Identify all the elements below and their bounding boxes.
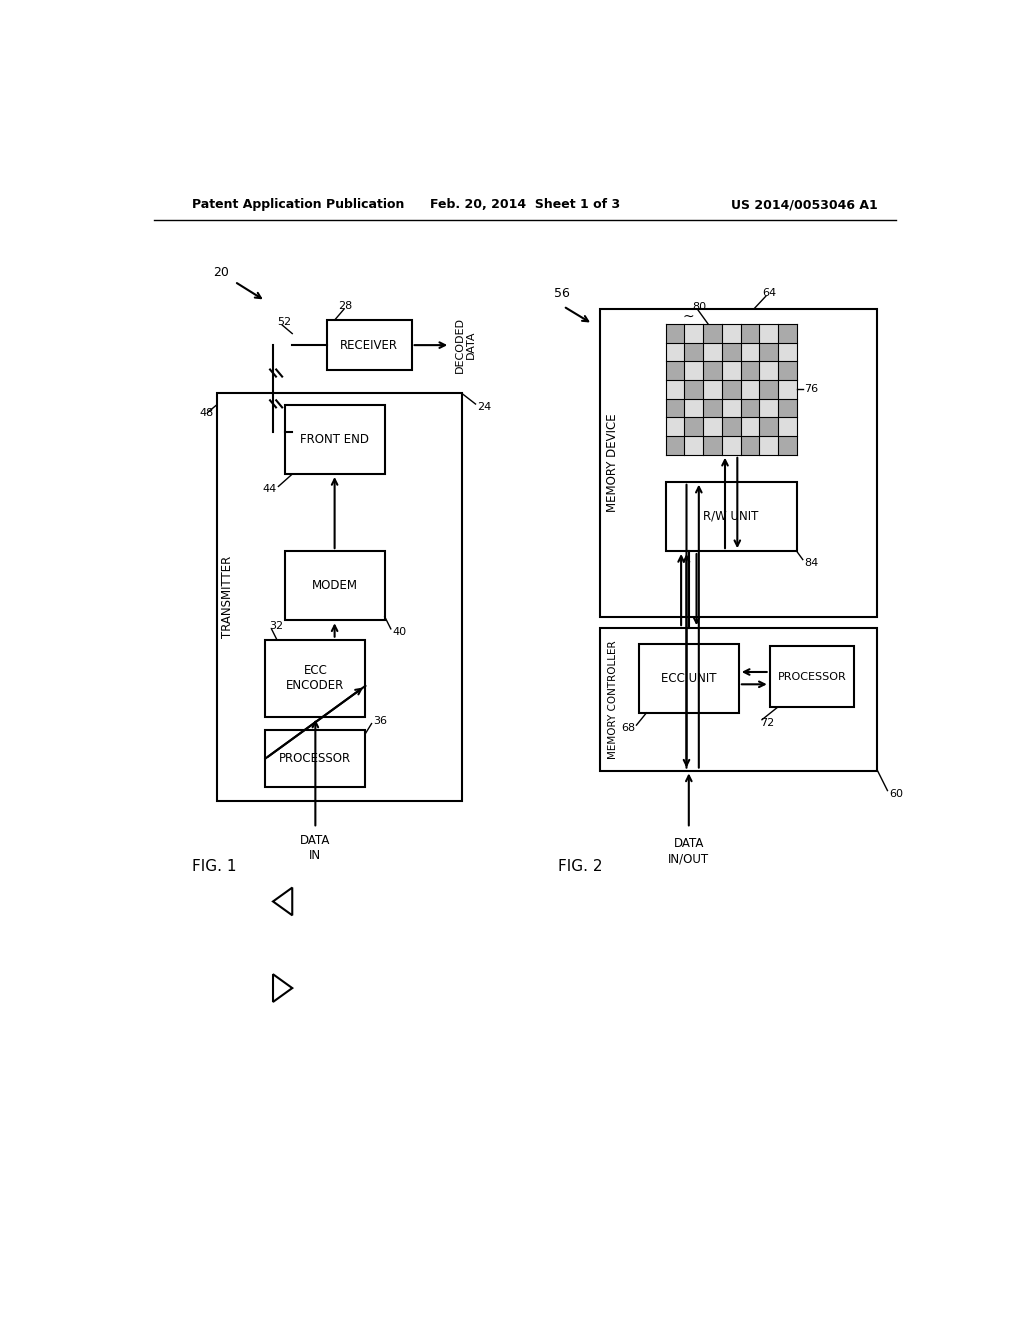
Text: 28: 28 — [339, 301, 352, 312]
Bar — [722, 323, 740, 343]
Text: R/W UNIT: R/W UNIT — [703, 510, 759, 523]
Bar — [722, 417, 740, 436]
Bar — [778, 323, 797, 343]
Text: ECC UNIT: ECC UNIT — [662, 672, 717, 685]
Bar — [666, 323, 684, 343]
Bar — [722, 362, 740, 380]
Bar — [285, 552, 385, 620]
Bar — [217, 393, 462, 801]
Bar — [778, 399, 797, 417]
Bar — [740, 417, 759, 436]
Text: 52: 52 — [276, 317, 291, 327]
Text: PROCESSOR: PROCESSOR — [777, 672, 847, 681]
Bar — [740, 343, 759, 362]
Bar — [265, 640, 366, 717]
Bar — [703, 362, 722, 380]
Bar — [666, 417, 684, 436]
Text: FRONT END: FRONT END — [300, 433, 369, 446]
Bar — [639, 644, 739, 713]
Bar — [684, 436, 703, 455]
Bar — [778, 417, 797, 436]
Text: RECEIVER: RECEIVER — [340, 339, 398, 351]
Bar — [666, 399, 684, 417]
Text: 84: 84 — [804, 557, 818, 568]
Text: 48: 48 — [200, 408, 214, 417]
Bar — [759, 343, 778, 362]
Bar — [703, 343, 722, 362]
Text: DATA
IN/OUT: DATA IN/OUT — [669, 837, 710, 866]
Bar — [684, 417, 703, 436]
Bar — [759, 380, 778, 399]
Bar — [684, 362, 703, 380]
Bar — [285, 405, 385, 474]
Text: US 2014/0053046 A1: US 2014/0053046 A1 — [731, 198, 878, 211]
Bar — [759, 323, 778, 343]
Text: 40: 40 — [392, 627, 407, 638]
Bar — [722, 343, 740, 362]
Text: ECC
ENCODER: ECC ENCODER — [287, 664, 344, 692]
Bar — [666, 362, 684, 380]
Bar — [703, 399, 722, 417]
Bar — [722, 380, 740, 399]
Text: MODEM: MODEM — [311, 579, 357, 593]
Bar — [600, 309, 878, 616]
Bar — [666, 436, 684, 455]
Text: 76: 76 — [804, 384, 818, 395]
Bar — [600, 628, 878, 771]
Bar — [740, 436, 759, 455]
Bar — [703, 436, 722, 455]
Bar — [778, 380, 797, 399]
Text: 36: 36 — [373, 715, 387, 726]
Text: 44: 44 — [262, 484, 276, 495]
Bar — [759, 399, 778, 417]
Text: 80: 80 — [692, 302, 707, 312]
Bar — [666, 343, 684, 362]
Text: TRANSMITTER: TRANSMITTER — [221, 556, 234, 639]
Text: MEMORY DEVICE: MEMORY DEVICE — [606, 413, 620, 512]
Bar — [740, 399, 759, 417]
Text: PROCESSOR: PROCESSOR — [280, 752, 351, 766]
Bar — [703, 323, 722, 343]
Bar — [722, 436, 740, 455]
Text: FIG. 1: FIG. 1 — [193, 859, 237, 874]
Bar — [703, 380, 722, 399]
Bar — [265, 730, 366, 788]
Bar — [684, 380, 703, 399]
Bar — [759, 436, 778, 455]
Text: 32: 32 — [269, 620, 284, 631]
Bar — [759, 417, 778, 436]
Text: Patent Application Publication: Patent Application Publication — [193, 198, 404, 211]
Bar — [740, 323, 759, 343]
Bar — [666, 482, 797, 552]
Text: Feb. 20, 2014  Sheet 1 of 3: Feb. 20, 2014 Sheet 1 of 3 — [430, 198, 620, 211]
Text: 68: 68 — [621, 723, 635, 733]
Bar — [666, 380, 684, 399]
Text: 24: 24 — [477, 403, 492, 412]
Bar — [740, 362, 759, 380]
Bar — [778, 362, 797, 380]
Bar — [327, 321, 412, 370]
Text: 20: 20 — [213, 265, 229, 279]
Text: FIG. 2: FIG. 2 — [558, 859, 602, 874]
Bar — [778, 436, 797, 455]
Bar — [722, 399, 740, 417]
Text: ~: ~ — [683, 309, 694, 323]
Bar — [770, 645, 854, 708]
Bar — [684, 399, 703, 417]
Bar — [759, 362, 778, 380]
Text: DATA
IN: DATA IN — [300, 833, 331, 862]
Bar — [684, 343, 703, 362]
Bar — [778, 343, 797, 362]
Text: 64: 64 — [762, 288, 776, 298]
Text: 72: 72 — [761, 718, 775, 727]
Bar — [703, 417, 722, 436]
Text: 56: 56 — [554, 286, 570, 300]
Bar — [740, 380, 759, 399]
Text: 60: 60 — [889, 788, 903, 799]
Bar — [684, 323, 703, 343]
Text: MEMORY CONTROLLER: MEMORY CONTROLLER — [607, 640, 617, 759]
Text: DECODED
DATA: DECODED DATA — [455, 317, 476, 374]
